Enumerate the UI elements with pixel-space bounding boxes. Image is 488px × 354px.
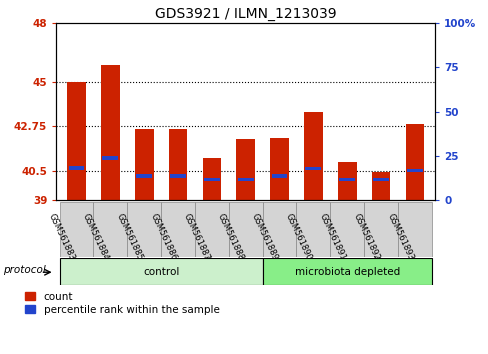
Text: GSM561883: GSM561883 — [47, 212, 77, 262]
Bar — [364, 202, 397, 257]
Bar — [93, 202, 127, 257]
Bar — [397, 202, 431, 257]
Bar — [67, 82, 86, 200]
Bar — [329, 202, 364, 257]
Bar — [262, 202, 296, 257]
Bar — [405, 124, 424, 200]
Text: GSM561892: GSM561892 — [351, 212, 380, 262]
Bar — [305, 167, 321, 170]
Bar — [68, 166, 84, 170]
Bar — [127, 202, 161, 257]
Text: GSM561884: GSM561884 — [81, 212, 110, 262]
Text: GSM561891: GSM561891 — [317, 212, 346, 262]
Title: GDS3921 / ILMN_1213039: GDS3921 / ILMN_1213039 — [155, 7, 336, 21]
Text: GSM561888: GSM561888 — [216, 212, 245, 262]
Bar — [262, 258, 431, 285]
Bar — [60, 258, 262, 285]
Text: GSM561885: GSM561885 — [114, 212, 144, 262]
Bar — [168, 129, 187, 200]
Bar — [102, 156, 118, 160]
Bar — [270, 138, 288, 200]
Bar — [237, 178, 253, 181]
Text: GSM561890: GSM561890 — [283, 212, 313, 262]
Text: protocol: protocol — [3, 266, 45, 275]
Legend: count, percentile rank within the sample: count, percentile rank within the sample — [25, 292, 219, 315]
Text: GSM561886: GSM561886 — [148, 212, 178, 262]
Text: GSM561887: GSM561887 — [182, 212, 211, 262]
Bar — [170, 175, 185, 178]
Bar — [339, 178, 354, 181]
Bar — [372, 178, 388, 181]
Text: GSM561889: GSM561889 — [249, 212, 279, 262]
Bar — [304, 112, 322, 200]
Bar — [203, 178, 219, 181]
Text: GSM561893: GSM561893 — [385, 212, 414, 262]
Text: control: control — [142, 267, 179, 277]
Bar — [135, 129, 153, 200]
Bar — [60, 202, 93, 257]
Bar — [337, 162, 356, 200]
Bar — [101, 65, 120, 200]
Bar — [136, 175, 152, 178]
Bar — [236, 139, 255, 200]
Bar — [371, 172, 389, 200]
Text: microbiota depleted: microbiota depleted — [294, 267, 399, 277]
Bar — [228, 202, 262, 257]
Bar — [195, 202, 228, 257]
Bar — [202, 158, 221, 200]
Bar — [271, 175, 287, 178]
Bar — [161, 202, 195, 257]
Bar — [406, 169, 422, 172]
Bar — [296, 202, 329, 257]
